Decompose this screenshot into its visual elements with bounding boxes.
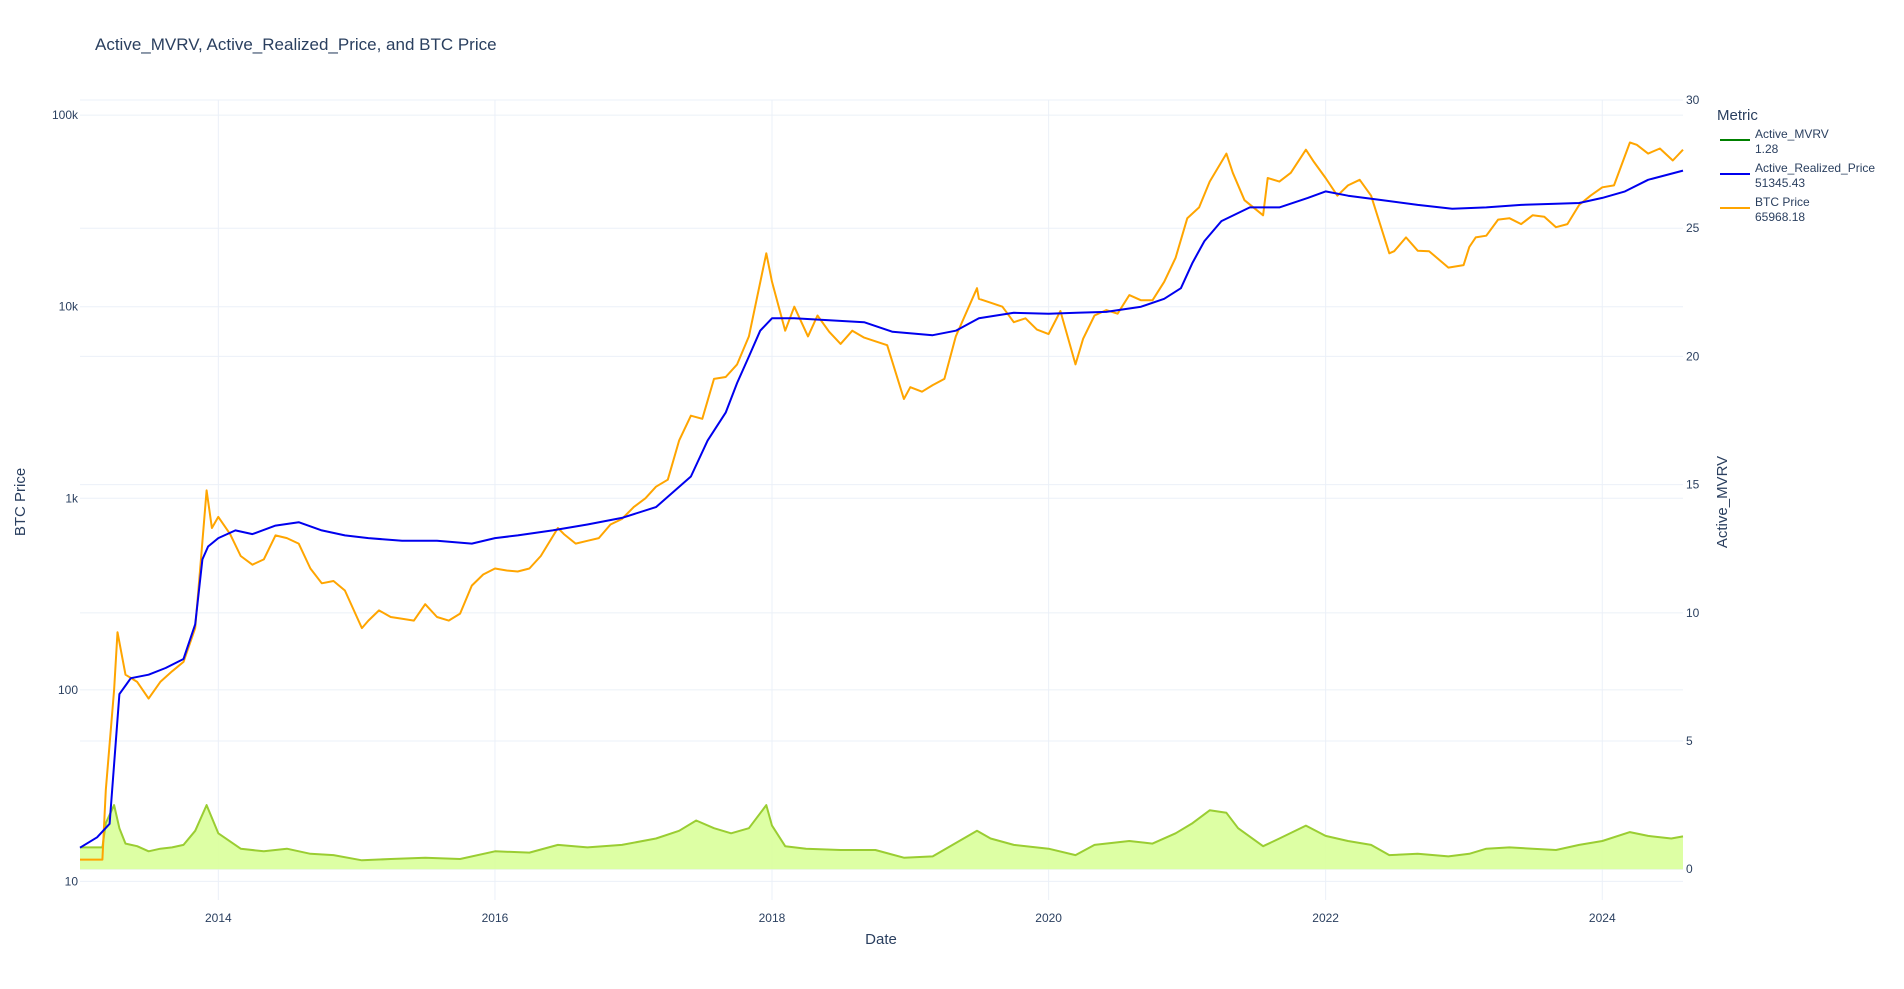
series-line-active-realized-price: [79, 169, 1684, 849]
legend-label-btc-price: BTC Price: [1755, 195, 1810, 209]
y-tick-label: 100: [58, 683, 78, 697]
y-tick-label: 1k: [65, 491, 79, 505]
series-line-btc-price: [80, 141, 1684, 861]
series-area-active-mvrv: [80, 805, 1683, 870]
y2-axis-tick-labels: 0 5 10 15 20 25 30: [1686, 93, 1700, 876]
y2-tick-label: 10: [1686, 606, 1700, 620]
plot-area-background: [80, 100, 1683, 900]
x-tick-label: 2016: [482, 911, 509, 925]
legend: Metric Active_MVRV 1.28 Active_Realized_…: [1717, 107, 1875, 224]
y2-axis-label: Active_MVRV: [1714, 456, 1731, 548]
series-layer: [79, 141, 1684, 870]
x-tick-label: 2024: [1589, 911, 1616, 925]
x-axis-label: Date: [865, 931, 897, 948]
x-gridlines: [217, 100, 1603, 900]
x-tick-label: 2022: [1312, 911, 1339, 925]
legend-value-active-mvrv: 1.28: [1755, 142, 1779, 156]
y-axis-label: BTC Price: [12, 468, 29, 536]
x-axis-tick-labels: 2014 2016 2018 2020 2022 2024: [205, 911, 1616, 925]
series-line-active-mvrv: [80, 804, 1684, 862]
legend-title: Metric: [1717, 107, 1758, 124]
legend-value-btc-price: 65968.18: [1755, 210, 1805, 224]
y2-gridlines: [80, 99, 1683, 870]
legend-item-active-mvrv[interactable]: Active_MVRV 1.28: [1720, 127, 1829, 156]
legend-item-active-realized-price[interactable]: Active_Realized_Price 51345.43: [1720, 161, 1875, 190]
y2-tick-label: 20: [1686, 349, 1700, 363]
legend-label-active-mvrv: Active_MVRV: [1755, 127, 1829, 141]
y2-tick-label: 5: [1686, 734, 1693, 748]
y-tick-label: 10: [65, 874, 79, 888]
x-tick-label: 2020: [1035, 911, 1062, 925]
y2-tick-label: 0: [1686, 862, 1693, 876]
legend-item-btc-price[interactable]: BTC Price 65968.18: [1720, 195, 1810, 224]
y-tick-label: 100k: [52, 108, 79, 122]
x-tick-label: 2014: [205, 911, 232, 925]
x-tick-label: 2018: [759, 911, 786, 925]
legend-label-active-realized-price: Active_Realized_Price: [1755, 161, 1875, 175]
y-gridlines: [80, 114, 1683, 882]
y2-tick-label: 30: [1686, 93, 1700, 107]
y2-tick-label: 15: [1686, 478, 1700, 492]
legend-value-active-realized-price: 51345.43: [1755, 176, 1805, 190]
chart-title: Active_MVRV, Active_Realized_Price, and …: [95, 35, 497, 54]
y-axis-tick-labels: 10 100 1k 10k 100k: [52, 108, 79, 888]
y-tick-label: 10k: [59, 300, 79, 314]
y2-tick-label: 25: [1686, 221, 1700, 235]
